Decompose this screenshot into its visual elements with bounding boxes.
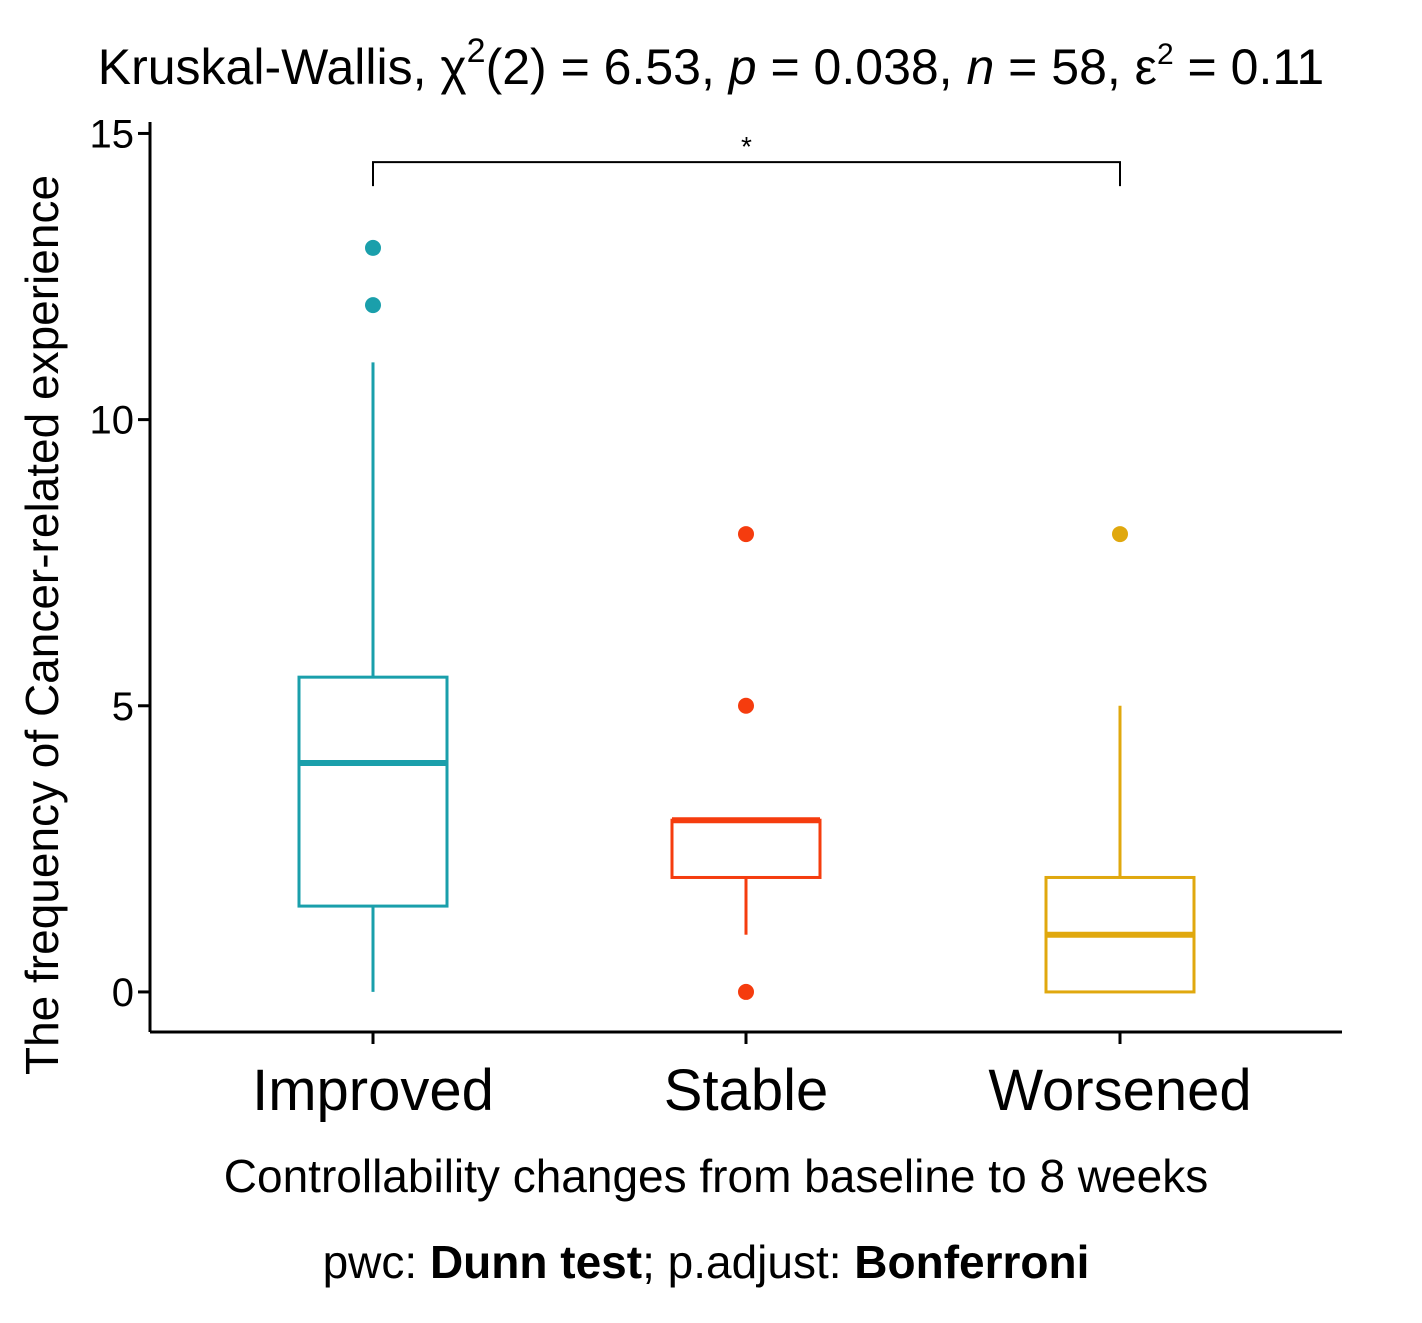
box-plots <box>297 239 1196 1000</box>
chart-title: Kruskal-Wallis, χ2(2) = 6.53, p = 0.038,… <box>98 32 1325 95</box>
box-iqr <box>670 818 822 879</box>
outlier-point <box>365 297 381 314</box>
x-tick-label: Worsened <box>988 1058 1251 1123</box>
outlier-point <box>738 697 754 714</box>
title-epsilon-symbol: ε <box>1135 39 1157 95</box>
caption-adjust-method: Bonferroni <box>854 1236 1089 1288</box>
title-epsilon-value: = 0.11 <box>1174 39 1325 95</box>
outlier-point <box>738 526 754 543</box>
y-tick-label: 15 <box>90 112 135 156</box>
significance-label: * <box>741 131 752 162</box>
significance-bracket <box>372 161 1121 187</box>
title-p-symbol: p <box>727 39 757 95</box>
outlier-point <box>1112 526 1128 543</box>
box-group-improved <box>297 239 449 992</box>
title-prefix: Kruskal-Wallis, <box>98 39 441 95</box>
x-axis-ticks: Improved Stable Worsened <box>252 1032 1252 1123</box>
title-n-symbol: n <box>966 39 994 95</box>
caption-pwc-method: Dunn test <box>430 1236 642 1288</box>
x-axis-title: Controllability changes from baseline to… <box>224 1150 1208 1202</box>
x-tick-label: Stable <box>664 1058 828 1123</box>
y-axis-title: The frequency of Cancer-related experien… <box>16 175 68 1075</box>
title-chi-value: (2) = 6.53, <box>486 39 729 95</box>
y-tick-label: 5 <box>112 685 134 729</box>
y-tick-label: 0 <box>112 971 134 1015</box>
title-epsilon-superscript: 2 <box>1157 38 1174 71</box>
caption-pwc-prefix: pwc: <box>323 1236 430 1288</box>
outlier-point <box>738 983 754 1000</box>
title-chi-symbol: χ <box>440 39 466 95</box>
box-group-worsened <box>1044 526 1196 994</box>
box-iqr <box>297 675 449 908</box>
chart-caption: pwc: Dunn test; p.adjust: Bonferroni <box>323 1236 1090 1288</box>
y-tick-label: 10 <box>90 399 135 443</box>
significance-brackets: * <box>372 131 1121 187</box>
outlier-point <box>365 239 381 256</box>
y-axis-ticks: 0 5 10 15 <box>90 112 150 1015</box>
title-chi-superscript: 2 <box>467 32 486 70</box>
box-group-stable <box>670 526 822 1000</box>
title-n-value: = 58, <box>994 39 1134 95</box>
caption-separator: ; p.adjust: <box>642 1236 854 1288</box>
x-tick-label: Improved <box>252 1058 494 1123</box>
title-p-value: = 0.038, <box>757 39 967 95</box>
